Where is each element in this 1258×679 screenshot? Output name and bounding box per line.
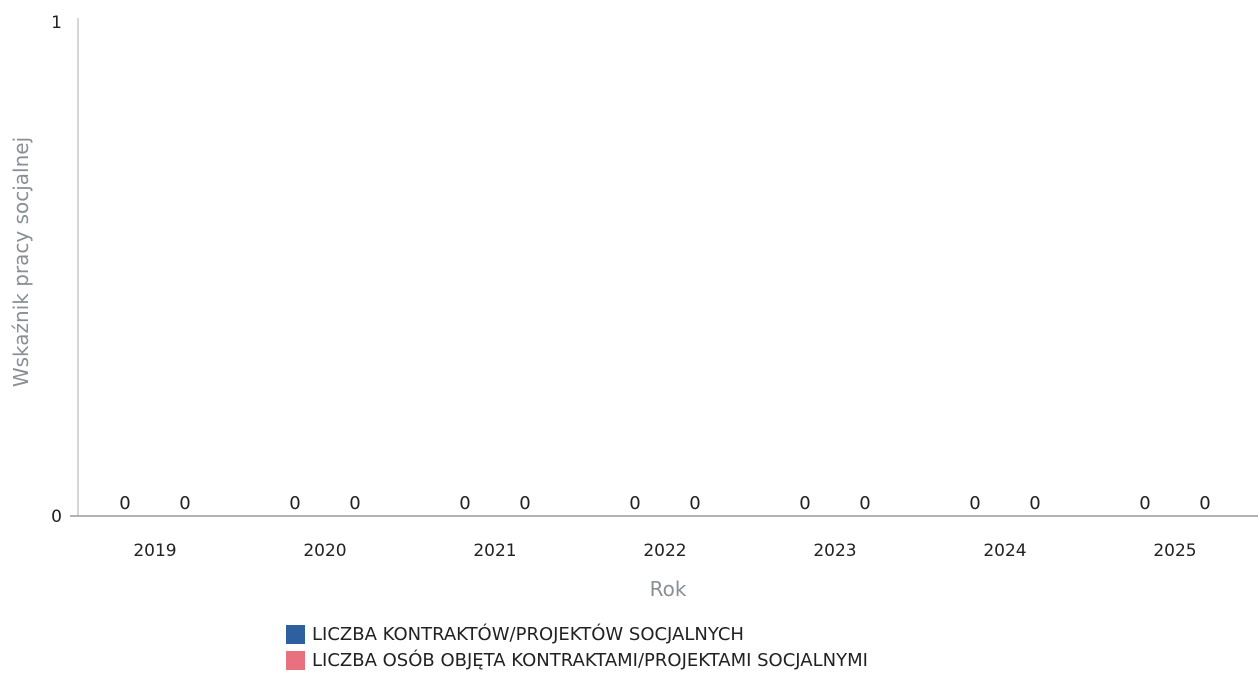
x-tick-label: 2024: [983, 541, 1026, 561]
data-label: 0: [349, 493, 360, 514]
data-label: 0: [459, 493, 470, 514]
legend-item-persons[interactable]: LICZBA OSÓB OBJĘTA KONTRAKTAMI/PROJEKTAM…: [286, 647, 868, 673]
plot-area: 0 1 2019 0 0 2020 0 0 2021 0 0 2022 0 0 2023 0 0 2024 0 0 20…: [51, 13, 1258, 561]
data-label: 0: [119, 493, 130, 514]
data-label: 0: [629, 493, 640, 514]
data-label: 0: [179, 493, 190, 514]
x-tick-label: 2019: [133, 541, 176, 561]
x-axis-title: Rok: [650, 577, 687, 601]
data-label: 0: [519, 493, 530, 514]
x-tick-label: 2025: [1153, 541, 1196, 561]
x-tick-label: 2020: [303, 541, 346, 561]
x-tick-label: 2023: [813, 541, 856, 561]
legend: LICZBA KONTRAKTÓW/PROJEKTÓW SOCJALNYCH L…: [286, 621, 868, 673]
y-axis-title: Wskaźnik pracy socjalnej: [9, 137, 33, 387]
y-tick-label: 1: [51, 13, 62, 33]
legend-label-contracts: LICZBA KONTRAKTÓW/PROJEKTÓW SOCJALNYCH: [312, 623, 744, 645]
data-label: 0: [1199, 493, 1210, 514]
legend-swatch-blue: [286, 624, 305, 644]
data-label: 0: [689, 493, 700, 514]
legend-item-contracts[interactable]: LICZBA KONTRAKTÓW/PROJEKTÓW SOCJALNYCH: [286, 621, 868, 647]
data-label: 0: [859, 493, 870, 514]
data-label: 0: [799, 493, 810, 514]
legend-label-persons: LICZBA OSÓB OBJĘTA KONTRAKTAMI/PROJEKTAM…: [312, 649, 868, 671]
y-tick-label: 0: [51, 507, 62, 527]
legend-swatch-pink: [286, 650, 305, 670]
data-label: 0: [1139, 493, 1150, 514]
data-label: 0: [289, 493, 300, 514]
x-tick-label: 2021: [473, 541, 516, 561]
data-label: 0: [1029, 493, 1040, 514]
data-label: 0: [969, 493, 980, 514]
x-tick-label: 2022: [643, 541, 686, 561]
